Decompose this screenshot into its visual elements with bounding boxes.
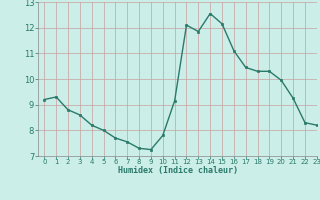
X-axis label: Humidex (Indice chaleur): Humidex (Indice chaleur): [118, 166, 238, 175]
